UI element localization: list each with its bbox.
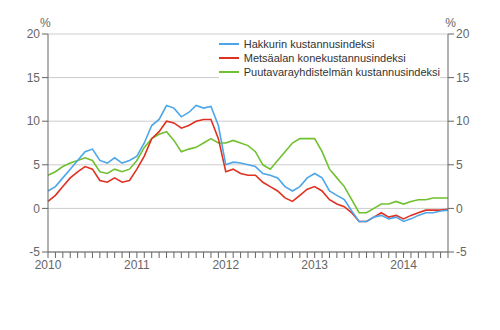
svg-text:2011: 2011 xyxy=(124,258,150,272)
svg-text:5: 5 xyxy=(456,158,463,172)
svg-text:20: 20 xyxy=(27,27,41,41)
svg-text:10: 10 xyxy=(456,114,470,128)
svg-text:20: 20 xyxy=(456,27,470,41)
svg-text:0: 0 xyxy=(33,202,40,216)
html-text:Puutavarayhdistelmän kustannus: Puutavarayhdistelmän kustannusindeksi xyxy=(243,66,440,78)
svg-text:-5: -5 xyxy=(29,245,40,259)
svg-text:2014: 2014 xyxy=(390,258,417,272)
svg-text:2012: 2012 xyxy=(212,258,239,272)
svg-text:2013: 2013 xyxy=(301,258,328,272)
svg-text:10: 10 xyxy=(27,114,41,128)
svg-text:0: 0 xyxy=(456,202,463,216)
svg-text:-5: -5 xyxy=(456,245,467,259)
svg-text:5: 5 xyxy=(33,158,40,172)
html-text:Hakkurin kustannusindeksi: Hakkurin kustannusindeksi xyxy=(243,38,375,50)
svg-text:2010: 2010 xyxy=(35,258,62,272)
svg-text:15: 15 xyxy=(27,71,41,85)
svg-text:15: 15 xyxy=(456,71,470,85)
html-text:Metsäalan konekustannusindeksi: Metsäalan konekustannusindeksi xyxy=(243,52,406,64)
